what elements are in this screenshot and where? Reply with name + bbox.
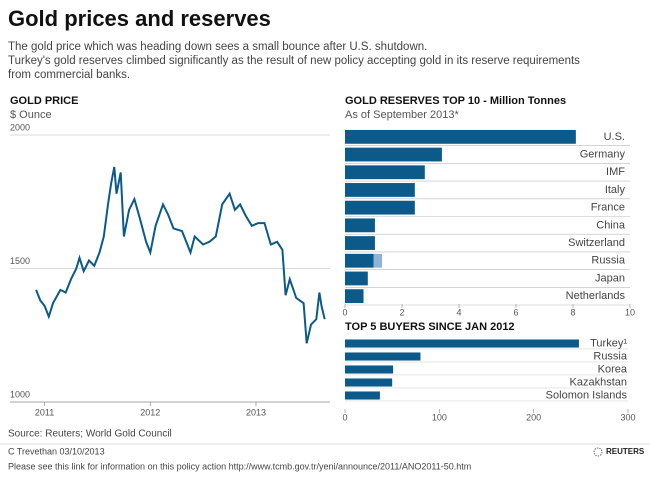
- chart-subtitle: As of September 2013*: [345, 109, 459, 121]
- title: Gold prices and reserves: [8, 6, 271, 31]
- logo-mark: [593, 447, 603, 457]
- x-tick-label: 2012: [140, 407, 160, 417]
- bar: [345, 253, 374, 268]
- chart-subtitle: $ Ounce: [10, 109, 52, 121]
- chart-title: GOLD PRICE: [10, 95, 78, 107]
- note: Please see this link for information on …: [8, 461, 471, 471]
- subtitle-line: The gold price which was heading down se…: [8, 41, 427, 53]
- category-label: China: [596, 219, 626, 231]
- price-line: [35, 166, 326, 344]
- bar: [345, 218, 375, 233]
- bar: [345, 183, 415, 197]
- x-tick-label: 10: [625, 307, 635, 317]
- chart-title: GOLD RESERVES TOP 10 - Million Tonnes: [345, 95, 566, 107]
- bar: [345, 365, 394, 374]
- x-tick-label: 0: [342, 412, 347, 422]
- subtitle-line: Turkey's gold reserves climbed significa…: [8, 55, 580, 67]
- x-tick-label: 0: [342, 307, 347, 317]
- category-label: France: [591, 202, 625, 214]
- category-label: Turkey¹: [590, 337, 627, 349]
- bar: [345, 289, 364, 304]
- subtitle-line: from commercial banks.: [8, 69, 130, 81]
- bar: [345, 165, 425, 180]
- x-tick-label: 100: [432, 412, 447, 422]
- y-tick-label: 1500: [10, 256, 30, 266]
- bar: [345, 236, 375, 250]
- logo: REUTERS: [606, 447, 645, 456]
- bar: [373, 253, 383, 268]
- category-label: Switzerland: [568, 237, 625, 249]
- x-tick-label: 4: [456, 307, 461, 317]
- category-label: Netherlands: [566, 290, 626, 302]
- bar: [345, 391, 380, 400]
- category-label: IMF: [606, 166, 625, 178]
- bar: [345, 271, 368, 286]
- bar: [345, 339, 579, 348]
- x-tick-label: 6: [513, 307, 518, 317]
- bar: [345, 352, 421, 361]
- credit: C Trevethan 03/10/2013: [8, 446, 105, 456]
- category-label: Russia: [591, 255, 626, 267]
- x-tick-label: 200: [526, 412, 541, 422]
- bar: [345, 200, 415, 215]
- category-label: Russia: [593, 350, 628, 362]
- bar: [345, 129, 576, 144]
- category-label: Germany: [580, 148, 626, 160]
- x-tick-label: 8: [570, 307, 575, 317]
- category-label: Solomon Islands: [546, 389, 628, 401]
- y-tick-label: 2000: [10, 122, 30, 132]
- x-tick-label: 2011: [35, 407, 54, 417]
- chart-title: TOP 5 BUYERS SINCE JAN 2012: [345, 321, 515, 333]
- x-tick-label: 300: [620, 412, 635, 422]
- x-tick-label: 2013: [246, 407, 266, 417]
- bar: [345, 378, 393, 387]
- x-tick-label: 2: [399, 307, 404, 317]
- bar: [345, 147, 442, 162]
- source: Source: Reuters; World Gold Council: [8, 429, 172, 440]
- y-tick-label: 1000: [10, 389, 30, 399]
- category-label: Kazakhstan: [570, 376, 627, 388]
- category-label: U.S.: [604, 131, 625, 143]
- category-label: Italy: [605, 184, 626, 196]
- category-label: Korea: [598, 363, 628, 375]
- category-label: Japan: [595, 272, 625, 284]
